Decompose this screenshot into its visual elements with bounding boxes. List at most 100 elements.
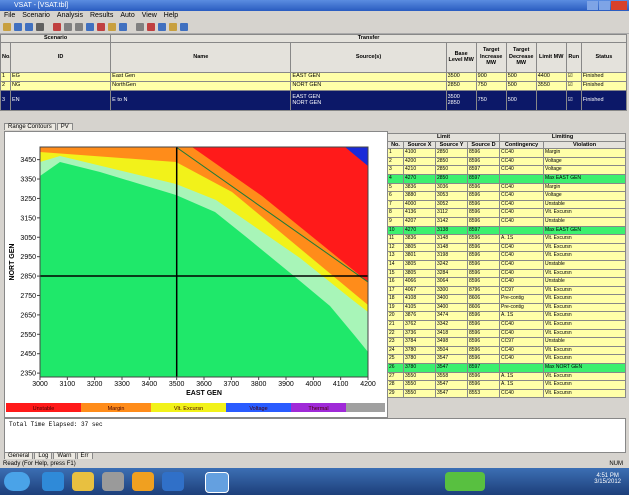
taskbar-icon[interactable] bbox=[42, 472, 64, 491]
maximize-button[interactable] bbox=[599, 1, 611, 10]
cell: 8796 bbox=[466, 285, 501, 296]
cell: Pre-contig bbox=[499, 302, 545, 313]
limit-row[interactable]: 21 3762 3342 8596 CC40 Vlt. Excursn bbox=[387, 320, 627, 330]
limit-row[interactable]: 17 4067 3300 8796 CC97 Vlt. Excursn bbox=[387, 285, 627, 296]
toolbar-button[interactable] bbox=[25, 23, 33, 31]
y-tick-label: 2450 bbox=[20, 351, 36, 358]
toolbar-button[interactable] bbox=[136, 23, 144, 31]
cell: 3142 bbox=[435, 216, 468, 227]
cell: CC40 bbox=[499, 242, 545, 253]
scenario-row[interactable]: 2 NG NorthGen NORT GEN 2850 750 500 3550 ☑ Finish… bbox=[0, 80, 628, 91]
limit-row[interactable]: 16 4066 3064 8596 CC40 Unstable bbox=[387, 277, 627, 287]
menu-item[interactable]: View bbox=[141, 12, 157, 19]
output-pane: Total Time Elapsed: 37 sec bbox=[4, 418, 626, 453]
limit-row[interactable]: 20 3876 3474 8596 A. 1S Vlt. Excursn bbox=[387, 311, 627, 322]
cell: Voltage bbox=[543, 191, 627, 201]
cell: 4210 bbox=[403, 165, 436, 175]
toolbar-button[interactable] bbox=[97, 23, 105, 31]
menu-item[interactable]: Auto bbox=[120, 12, 135, 19]
cell: 3112 bbox=[435, 208, 468, 218]
menu-item[interactable]: Scenario bbox=[22, 12, 50, 19]
toolbar-button[interactable] bbox=[53, 23, 61, 31]
cell: 8596 bbox=[466, 311, 501, 322]
tab[interactable]: Warn bbox=[53, 452, 76, 459]
limit-row[interactable]: 25 3780 3547 8596 CC40 Vlt. Excursn bbox=[387, 354, 627, 365]
limit-row[interactable]: 19 4105 3400 8606 Pre-contig Vlt. Excursn bbox=[387, 302, 627, 313]
limit-row[interactable]: 8 4136 3112 8596 CC40 Vlt. Excursn bbox=[387, 208, 627, 218]
tab[interactable]: PV bbox=[56, 123, 73, 130]
cell: NG bbox=[9, 80, 112, 91]
taskbar-icon[interactable] bbox=[132, 472, 154, 491]
toolbar-button[interactable] bbox=[108, 23, 116, 31]
cell: CC40 bbox=[499, 328, 545, 339]
limit-row[interactable]: 3 4210 2850 8597 CC40 Voltage bbox=[387, 165, 627, 175]
cell: ☑ bbox=[565, 71, 582, 82]
cell: 3780 bbox=[403, 345, 436, 356]
window-buttons bbox=[587, 1, 627, 10]
limit-row[interactable]: 1 4100 2850 8596 CC40 Margin bbox=[387, 148, 627, 158]
toolbar-button[interactable] bbox=[158, 23, 166, 31]
taskbar-icon[interactable] bbox=[445, 472, 485, 491]
limit-row[interactable]: 26 3780 3547 8597 Max NORT GEN bbox=[387, 363, 627, 373]
cell: East Gen bbox=[110, 71, 292, 82]
limit-row[interactable]: 15 3805 3284 8596 CC40 Vlt. Excursn bbox=[387, 268, 627, 279]
tab[interactable]: General bbox=[4, 452, 34, 459]
toolbar-button[interactable] bbox=[36, 23, 44, 31]
taskbar-icon-active[interactable] bbox=[205, 472, 229, 493]
cell: 3550 bbox=[403, 380, 436, 390]
limit-row[interactable]: 7 4000 3052 8596 CC40 Unstable bbox=[387, 199, 627, 210]
limit-row[interactable]: 23 3784 3498 8596 CC97 Unstable bbox=[387, 337, 627, 347]
limit-row[interactable]: 2 4200 2850 8596 CC40 Voltage bbox=[387, 156, 627, 167]
limit-row[interactable]: 18 4108 3400 8606 Pre-contig Vlt. Excursn bbox=[387, 294, 627, 304]
toolbar-button[interactable] bbox=[86, 23, 94, 31]
cell: 12 bbox=[387, 242, 404, 253]
limit-row[interactable]: 22 3736 3418 8596 CC40 Vlt. Excursn bbox=[387, 328, 627, 339]
limit-row[interactable]: 27 3550 3558 8596 A. 1S Vlt. Excursn bbox=[387, 371, 627, 382]
toolbar-button[interactable] bbox=[147, 23, 155, 31]
limit-row[interactable]: 4 4270 2850 8597 Max EAST GEN bbox=[387, 173, 627, 184]
limit-row[interactable]: 10 4270 3138 8597 Max EAST GEN bbox=[387, 225, 627, 236]
limit-row[interactable]: 9 4207 3142 8596 CC40 Unstable bbox=[387, 216, 627, 227]
tab[interactable]: Range Contours bbox=[4, 123, 56, 130]
toolbar-button[interactable] bbox=[169, 23, 177, 31]
taskbar-icon[interactable] bbox=[72, 472, 94, 491]
toolbar-button[interactable] bbox=[64, 23, 72, 31]
cell: Vlt. Excursn bbox=[543, 380, 627, 390]
tab[interactable]: Log bbox=[34, 452, 53, 459]
limit-row[interactable]: 29 3550 3547 8553 CC40 Vlt. Excursn bbox=[387, 388, 627, 399]
tab[interactable]: Err bbox=[76, 452, 93, 459]
taskbar-icon[interactable] bbox=[162, 472, 184, 491]
minimize-button[interactable] bbox=[587, 1, 599, 10]
limit-row[interactable]: 6 3880 3053 8596 CC40 Voltage bbox=[387, 191, 627, 201]
cell: 3784 bbox=[403, 337, 436, 347]
cell: 8596 bbox=[466, 345, 501, 356]
legend-swatch bbox=[291, 403, 346, 412]
limit-row[interactable]: 14 3805 3242 8596 CC40 Unstable bbox=[387, 259, 627, 270]
scenario-row[interactable]: 1 EG East Gen EAST GEN 3500 900 500 4400 ☑ Finish… bbox=[0, 71, 628, 82]
limit-row[interactable]: 13 3801 3198 8596 CC40 Vlt. Excursn bbox=[387, 251, 627, 261]
toolbar-button[interactable] bbox=[180, 23, 188, 31]
close-button[interactable] bbox=[611, 1, 627, 10]
cell: Unstable bbox=[543, 199, 627, 210]
start-button[interactable] bbox=[4, 472, 30, 491]
scenario-row[interactable]: 3 EN E to N EAST GEN NORT GEN 3500 2850 750 500 ☑… bbox=[0, 89, 628, 111]
region-voltage bbox=[345, 147, 368, 166]
toolbar-button[interactable] bbox=[3, 23, 11, 31]
cell: 10 bbox=[387, 225, 404, 236]
menu-item[interactable]: Help bbox=[163, 12, 179, 19]
cell: 21 bbox=[387, 320, 404, 330]
menu-item[interactable]: Analysis bbox=[56, 12, 83, 19]
toolbar-button[interactable] bbox=[75, 23, 83, 31]
toolbar-button[interactable] bbox=[14, 23, 22, 31]
toolbar-button[interactable] bbox=[119, 23, 127, 31]
menu-item[interactable]: File bbox=[4, 12, 16, 19]
limit-row[interactable]: 5 3836 3036 8596 CC40 Margin bbox=[387, 182, 627, 193]
limit-row[interactable]: 11 3836 3148 8596 A. 1S Vlt. Excursn bbox=[387, 234, 627, 244]
limit-row[interactable]: 12 3805 3148 8596 CC40 Vlt. Excursn bbox=[387, 242, 627, 253]
limit-row[interactable]: 24 3780 3504 8596 CC40 Vlt. Excursn bbox=[387, 345, 627, 356]
menu-item[interactable]: Results bbox=[90, 12, 114, 19]
cell: CC40 bbox=[499, 208, 545, 218]
taskbar-icon[interactable] bbox=[102, 472, 124, 491]
cell: 4200 bbox=[403, 156, 436, 167]
limit-row[interactable]: 28 3550 3547 8596 A. 1S Vlt. Excursn bbox=[387, 380, 627, 390]
